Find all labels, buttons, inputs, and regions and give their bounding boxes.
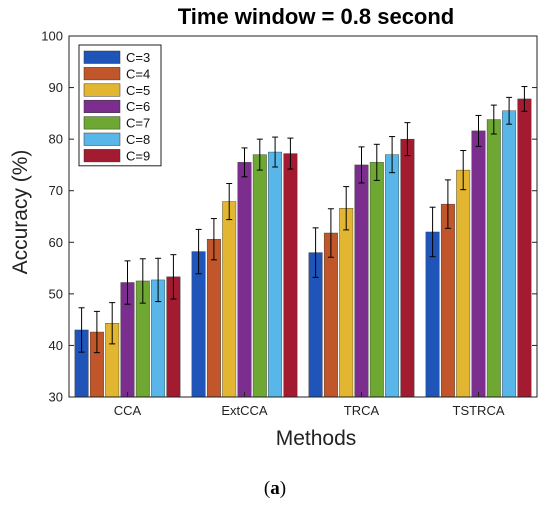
x-tick-label: TRCA	[344, 403, 380, 418]
legend-label: C=5	[126, 83, 150, 98]
chart-title: Time window = 0.8 second	[178, 4, 455, 29]
legend-swatch-c7	[83, 116, 121, 130]
x-tick-label: ExtCCA	[221, 403, 268, 418]
caption-letter: a	[270, 478, 280, 499]
legend-swatch-c5	[83, 83, 121, 97]
bar-trca-c7	[369, 162, 384, 398]
plot-frame	[68, 35, 538, 398]
x-tick-label: TSTRCA	[453, 403, 505, 418]
bars-layer	[74, 86, 532, 398]
legend: C=3C=4 C=5C=6 C=7C=8C=9	[78, 44, 162, 167]
axes-layer: CCA ExtCCA TRCA TSTRCA 30 40 50 60 70 80 90 100	[41, 29, 538, 418]
bar-extcca-c4	[206, 238, 221, 398]
legend-label: C=3	[126, 50, 150, 65]
caption-open: (	[264, 478, 270, 499]
legend-swatch-c4	[83, 67, 121, 81]
y-tick-label: 60	[49, 235, 63, 250]
legend-swatch-c8	[83, 132, 121, 146]
bar-trca-c9	[400, 138, 415, 398]
legend-label: C=8	[126, 132, 150, 147]
y-tick-label: 90	[49, 80, 63, 95]
y-axis-label: Accuracy (%)	[9, 150, 32, 275]
bar-trca-c5	[339, 208, 354, 398]
bar-extcca-c9	[283, 153, 298, 398]
y-tick-label: 100	[41, 29, 63, 44]
bar-tstrca-c6	[471, 130, 486, 398]
bar-extcca-c5	[222, 201, 237, 398]
y-tick-label: 70	[49, 183, 63, 198]
bar-tstrca-c8	[502, 110, 517, 398]
x-tick-label: CCA	[114, 403, 142, 418]
bar-extcca-c8	[268, 151, 283, 398]
bar-tstrca-c7	[486, 119, 501, 398]
legend-label: C=6	[126, 99, 150, 114]
legend-label: C=4	[126, 66, 150, 81]
y-tick-label: 80	[49, 132, 63, 147]
legend-label: C=7	[126, 116, 150, 131]
bar-extcca-c7	[252, 154, 267, 398]
legend-swatch-c9	[83, 149, 121, 163]
bar-extcca-c6	[237, 162, 252, 398]
legend-label: C=9	[126, 148, 150, 163]
y-tick-label: 50	[49, 286, 63, 301]
caption-close: )	[280, 478, 286, 499]
legend-swatch-c6	[83, 99, 121, 113]
bar-tstrca-c4	[440, 203, 455, 398]
x-axis-label: Methods	[276, 427, 357, 450]
y-tick-label: 30	[49, 390, 63, 405]
legend-swatch-c3	[83, 50, 121, 64]
bar-trca-c6	[354, 164, 369, 398]
y-tick-label: 40	[49, 338, 63, 353]
figure-caption: (a)	[264, 478, 286, 499]
bar-tstrca-c5	[456, 169, 471, 398]
bar-tstrca-c9	[517, 98, 532, 398]
bar-trca-c8	[385, 154, 400, 398]
